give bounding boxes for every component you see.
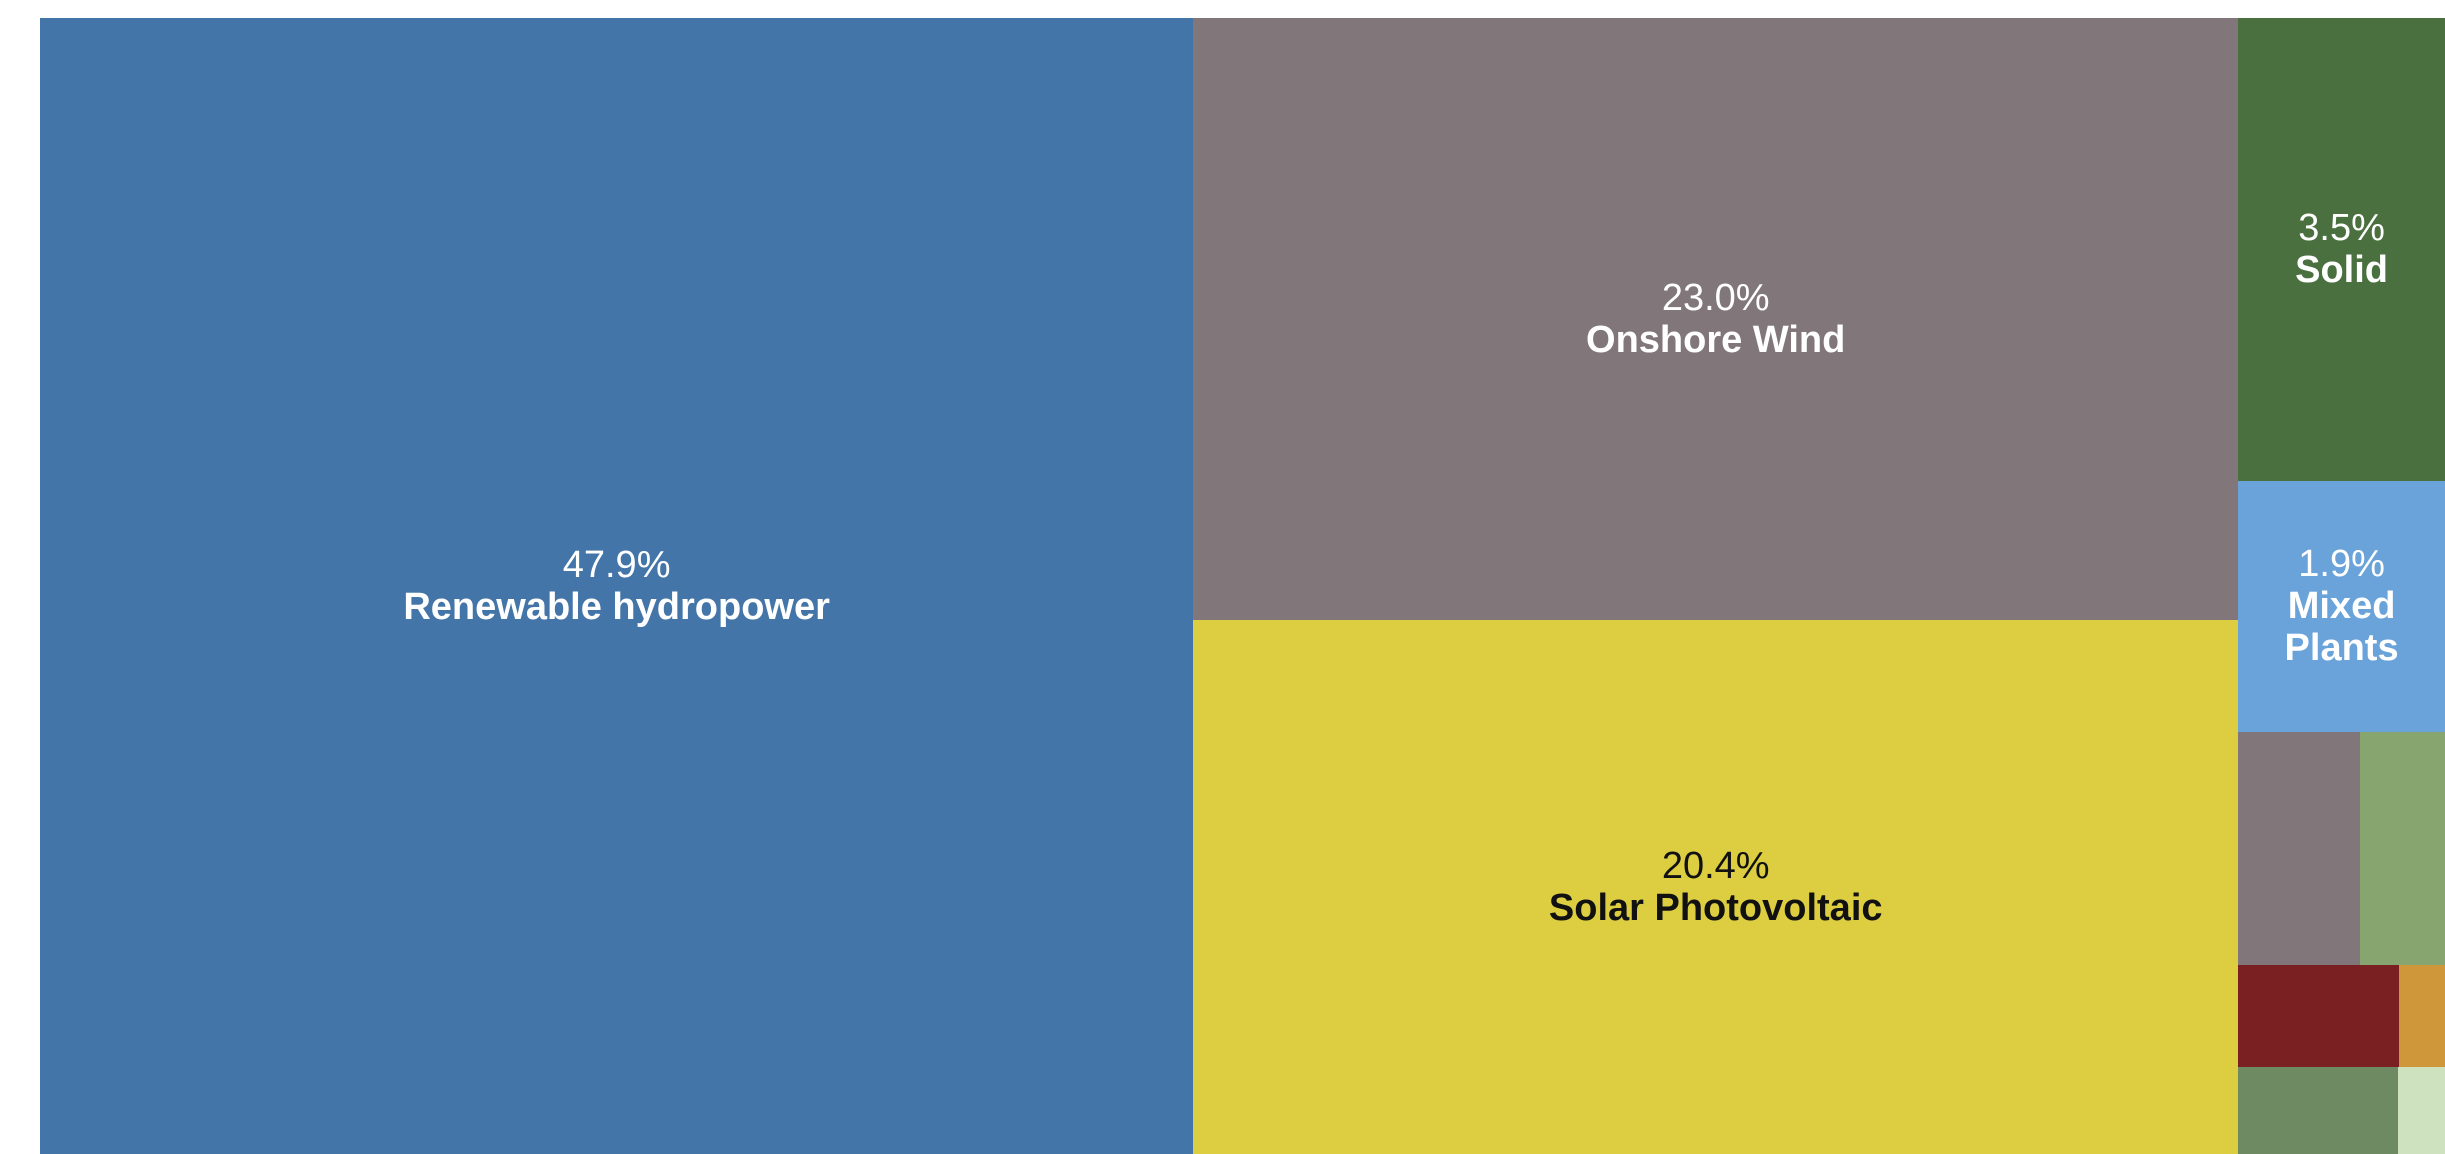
tile: 3.5% Solid bbox=[2238, 18, 2445, 481]
category-label: Solar Photovoltaic bbox=[1548, 887, 1883, 929]
category-label: Solid bbox=[2295, 249, 2389, 292]
tile bbox=[2399, 964, 2445, 1067]
value-label: 1.9% bbox=[2298, 543, 2385, 586]
value-label: 20.4% bbox=[1661, 845, 1770, 887]
value-label: 47.9% bbox=[562, 544, 671, 586]
tile: 1.9% Mixed Plants bbox=[2238, 480, 2445, 733]
category-label: Onshore Wind bbox=[1586, 319, 1846, 361]
tile: 23.0% Onshore Wind bbox=[1193, 18, 2239, 621]
tile-label: 47.9% Renewable hydropower bbox=[397, 544, 836, 628]
tile-label: 1.9% Mixed Plants bbox=[2238, 543, 2445, 669]
tile-label: 3.5% Solid bbox=[2289, 207, 2394, 291]
tile bbox=[2238, 964, 2400, 1067]
value-label: 3.5% bbox=[2298, 207, 2385, 250]
tile bbox=[2397, 1066, 2445, 1154]
tile: 47.9% Renewable hydropower bbox=[40, 18, 1194, 1154]
tile-label: 23.0% Onshore Wind bbox=[1580, 277, 1851, 361]
tile bbox=[2238, 732, 2361, 965]
tile: 20.4% Solar Photovoltaic bbox=[1193, 620, 2239, 1154]
tile bbox=[2238, 1066, 2398, 1154]
tile bbox=[2360, 732, 2445, 965]
category-label: Renewable hydropower bbox=[403, 586, 830, 628]
tile-label: 20.4% Solar Photovoltaic bbox=[1543, 845, 1889, 929]
value-label: 23.0% bbox=[1661, 277, 1770, 319]
category-label: Mixed Plants bbox=[2284, 585, 2399, 670]
